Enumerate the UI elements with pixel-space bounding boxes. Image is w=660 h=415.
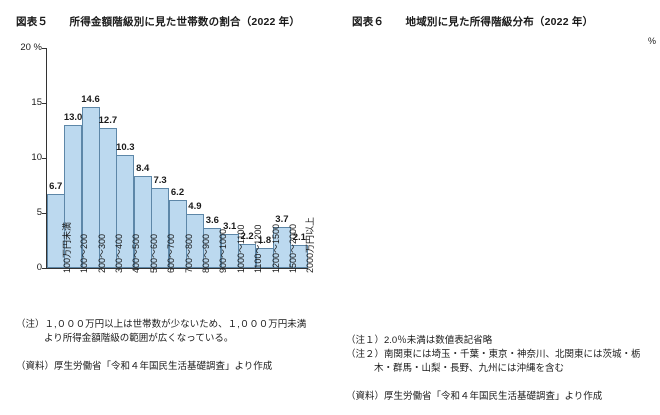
bar-value-label: 13.0 [63,112,83,123]
left-x-label: 800～900 [200,233,211,273]
right-note-3: （資料）厚生労働省「令和４年国民生活基礎調査」より作成 [346,391,603,402]
left-chart-title: 図表５ 所得金額階級別に見た世帯数の割合（2022 年） [16,16,301,28]
left-x-label: 1000～1100 [235,224,246,273]
left-x-label: 100万円未満 [61,221,72,273]
right-panel: 図表６ 地域別に見た所得階級分布（2022 年） % （注１）2.0％未満は数値… [330,0,660,415]
bar-value-label: 6.2 [170,186,185,198]
left-x-label: 2000万円以上 [305,216,316,273]
left-x-label: 1500～2000 [287,223,298,273]
left-x-label: 500～600 [148,233,159,273]
left-note-2: （資料）厚生労働省「令和４年国民生活基礎調査」より作成 [16,361,273,372]
right-axis-unit: % [647,36,656,46]
left-x-label: 200～300 [96,233,107,273]
bar-value-label: 10.3 [116,141,135,153]
left-y-tick [42,268,46,269]
left-bars: 6.7 13.0 14.6 12.7 10.3 8.4 7.3 6.2 4.9 3.6 3.1 2.2… [46,48,309,268]
left-y-axis [46,48,47,268]
right-note-1: （注１）2.0％未満は数値表記省略 [346,335,493,346]
left-y-tick-label: 5 [36,207,42,218]
bar-value-label: 7.3 [153,174,167,186]
left-y-tick-label: 0 [36,262,42,273]
left-x-label: 400～500 [131,233,142,273]
right-note-2: （注２）南関東には埼玉・千葉・東京・神奈川、北関東には茨城・栃木・群馬・山梨・長… [346,349,641,374]
left-x-label: 1200～1500 [270,223,281,273]
left-x-label: 300～400 [113,233,124,273]
left-y-tick [42,48,46,49]
bar-value-label: 14.6 [81,94,100,106]
left-panel: 図表５ 所得金額階級別に見た世帯数の割合（2022 年） 0 5 10 15 20 % … [16,16,316,372]
bar-column: 2.1 [290,232,309,268]
left-y-tick [42,103,46,104]
right-stacked-bar-chart: % [340,36,658,306]
left-note-1: （注）１,０００万円以上は世帯数が少ないため、１,０００万円未満より所得金額階級… [16,319,307,344]
left-x-label: 600～700 [166,233,177,273]
bar-value-label: 3.1 [223,220,237,232]
left-bar-chart: 0 5 10 15 20 % 6.7 13.0 14.6 12.7 10.3 8.4 7.3 6.2 4… [16,40,316,302]
left-y-tick [42,213,46,214]
left-x-label: 700～800 [183,233,194,273]
left-x-label: 1100～1200 [253,224,264,273]
bar-value-label: 8.4 [136,162,150,174]
bar-value-label: 4.9 [188,201,202,213]
left-y-tick-label: 20 % [20,42,42,53]
bar-value-label: 2.2 [240,230,254,242]
left-y-tick-label: 10 [31,152,42,163]
bar-value-label: 6.7 [49,181,63,193]
bar-value-label: 3.7 [275,214,289,226]
right-chart-title: 図表６ 地域別に見た所得階級分布（2022 年） [352,16,594,28]
left-y-tick-label: 15 [31,97,42,108]
bar-value-label: 2.1 [292,231,306,243]
left-x-axis [46,268,308,269]
left-x-label: 100～200 [79,233,90,273]
left-x-label: 900～1000 [218,228,229,273]
bar-value-label: 3.6 [205,215,219,227]
bar-value-label: 12.7 [98,115,118,127]
left-y-tick [42,158,46,159]
right-x-scale [406,36,646,48]
bar-value-label: 1.8 [257,235,272,247]
bar [290,244,309,268]
